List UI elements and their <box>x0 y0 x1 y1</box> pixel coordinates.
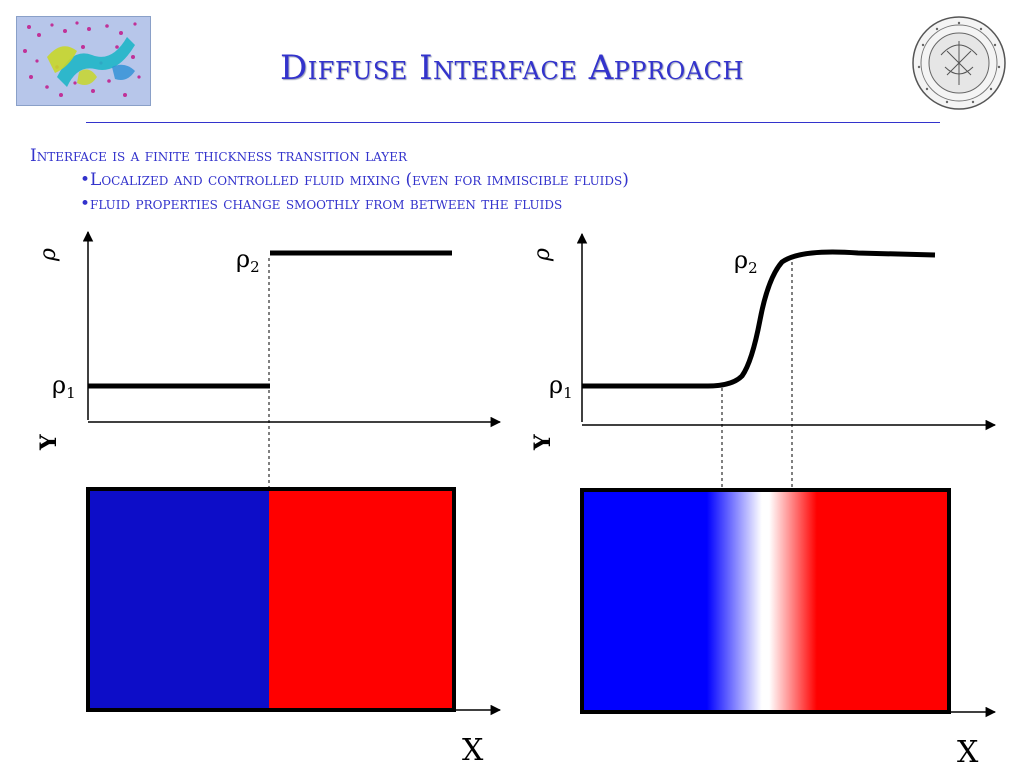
sharp-rho2-label: ρ2 <box>236 245 260 276</box>
diffuse-y-axis-label: Y <box>530 434 556 451</box>
diffuse-interface-diagram: ρ ρ1 ρ2 Y X <box>530 232 997 768</box>
slide-title: Diffuse Interface Approach <box>280 48 744 88</box>
diffuse-domain-border <box>580 488 951 714</box>
sharp-interface-diagram: ρ ρ1 ρ2 Y X <box>36 230 502 768</box>
title-divider <box>86 122 940 123</box>
corner-visualization-image <box>16 16 151 106</box>
sharp-rho-axis-label: ρ <box>36 248 61 262</box>
diffuse-rho2-label: ρ2 <box>734 246 758 277</box>
university-seal-logo <box>911 15 1007 111</box>
sharp-fluid2-region <box>269 489 454 710</box>
diffuse-density-profile <box>582 249 936 389</box>
sharp-rho1-label: ρ1 <box>52 371 76 402</box>
diffuse-fluid-region <box>582 490 949 712</box>
sharp-x-axis-label: X <box>462 733 484 768</box>
sharp-y-axis-label: Y <box>36 434 62 451</box>
diffuse-x-axis-label: X <box>957 735 979 768</box>
diffuse-rho1-label: ρ1 <box>549 371 573 402</box>
bullet-sub-1: •Localized and controlled fluid mixing (… <box>80 170 629 190</box>
diffuse-rho-axis-label: ρ <box>530 248 555 262</box>
bullet-main: Interface is a finite thickness transiti… <box>30 146 407 166</box>
visualization-graphic <box>17 17 150 105</box>
bullet-list: Interface is a finite thickness transiti… <box>30 144 629 216</box>
sharp-domain-border <box>86 487 456 712</box>
bullet-sub-2: •fluid properties change smoothly from b… <box>80 194 563 214</box>
sharp-fluid1-region <box>88 489 269 710</box>
